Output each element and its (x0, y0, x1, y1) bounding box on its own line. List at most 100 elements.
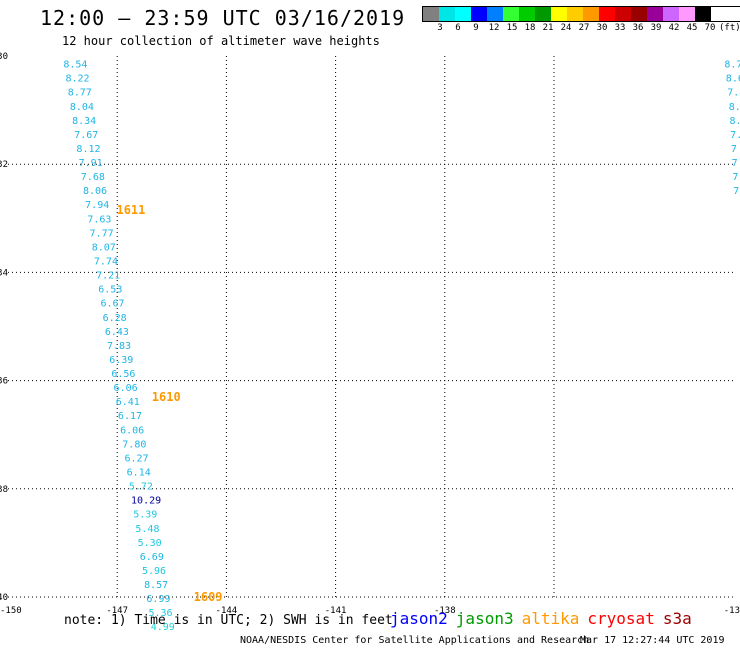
footnote: note: 1) Time is in UTC; 2) SWH is in fe… (64, 613, 393, 628)
legend-swatch (535, 7, 551, 21)
satellite-name: jason3 (455, 609, 514, 628)
swh-value: 8.6 (726, 74, 740, 85)
time-label: 1611 (116, 203, 145, 217)
legend-swatch (487, 7, 503, 21)
swh-value: 6.53 (98, 285, 122, 296)
swh-value: 8. (729, 116, 740, 127)
chart-subtitle: 12 hour collection of altimeter wave hei… (62, 34, 380, 48)
swh-value: 8.7 (724, 60, 740, 71)
swh-value: 7.94 (85, 200, 109, 211)
axis-labels: -30 -32 -34 -36 -38 -40 -150 -147 -144 -141 -138 -1… (0, 52, 740, 616)
chart-title: 12:00 – 23:59 UTC 03/16/2019 (40, 6, 406, 30)
satellite-legend: jason2 jason3 altika cryosat s3a (390, 609, 700, 628)
legend-label: 3 (437, 23, 443, 33)
swh-value: 7.67 (74, 130, 98, 141)
x-tick-label: -147 (106, 606, 128, 616)
legend-label: 39 (650, 23, 662, 33)
legend-label: 9 (473, 23, 479, 33)
swh-value: 6.28 (103, 313, 127, 324)
legend-swatch (551, 7, 567, 21)
y-tick-label: -32 (0, 160, 8, 170)
swh-value: 6.06 (120, 425, 144, 436)
swh-value: 6.99 (146, 594, 170, 605)
swh-value: 5.39 (133, 510, 157, 521)
swh-value: 5.30 (138, 538, 162, 549)
legend-label: 27 (578, 23, 590, 33)
legend-swatch (615, 7, 631, 21)
legend-labels: 3 6 9 12 15 18 21 24 27 30 33 36 39 42 45 70 (ft) (422, 22, 740, 36)
swh-value: 7 (731, 144, 737, 155)
satellite-name: altika (521, 609, 580, 628)
legend-label: 36 (632, 23, 644, 33)
x-tick-label: -150 (0, 606, 22, 616)
legend-swatches (422, 6, 740, 22)
legend-label: 6 (455, 23, 461, 33)
swh-value: 6.27 (124, 453, 148, 464)
swh-value: 7. (730, 130, 740, 141)
legend-swatch (423, 7, 439, 21)
satellite-name: cryosat (587, 609, 655, 628)
legend-swatch (567, 7, 583, 21)
satellite-name: jason2 (390, 609, 448, 628)
swh-value: 8.34 (72, 116, 96, 127)
legend-label: 15 (506, 23, 518, 33)
swh-value: 7.8 (727, 88, 740, 99)
swh-value: 8.04 (70, 102, 94, 113)
y-tick-label: -36 (0, 377, 8, 387)
swh-value: 7.77 (90, 228, 114, 239)
swh-value: 6.39 (109, 355, 133, 366)
swh-value: 6.06 (114, 383, 138, 394)
satellite-name: s3a (662, 609, 692, 628)
swh-value: 6.67 (100, 299, 124, 310)
legend-label: 70 (704, 23, 716, 33)
legend-swatch (583, 7, 599, 21)
x-tick-label: -141 (325, 606, 347, 616)
time-label: 1610 (152, 390, 181, 404)
legend-swatch (455, 7, 471, 21)
legend-label: 45 (686, 23, 698, 33)
swh-value: 5.96 (142, 566, 166, 577)
legend-label: 21 (542, 23, 554, 33)
legend-swatch (599, 7, 615, 21)
legend-swatch (631, 7, 647, 21)
swh-value: 6.14 (127, 467, 151, 478)
time-label: 1609 (194, 590, 223, 604)
legend-label: 24 (560, 23, 572, 33)
swh-points: 8.548.228.778.048.347.678.127.917.688.06… (63, 60, 740, 634)
legend-swatch (647, 7, 663, 21)
swh-value: 10.29 (131, 496, 161, 507)
swh-value: 8.54 (63, 60, 87, 71)
swh-value: 7.80 (122, 439, 146, 450)
generated-timestamp: Mar 17 12:27:44 UTC 2019 (580, 635, 725, 646)
legend-label: 30 (596, 23, 608, 33)
legend-label: 18 (524, 23, 536, 33)
swh-value: 7.83 (107, 341, 131, 352)
legend-label: 12 (488, 23, 500, 33)
swh-value: 7.21 (96, 271, 120, 282)
swh-value: 5.72 (129, 482, 153, 493)
legend-label: 33 (614, 23, 626, 33)
swh-value: 8.57 (144, 580, 168, 591)
legend-swatch (695, 7, 711, 21)
swh-value: 6.69 (140, 552, 164, 563)
legend-label: 42 (668, 23, 680, 33)
credit-line: NOAA/NESDIS Center for Satellite Applica… (240, 635, 590, 646)
swh-value: 8.06 (83, 186, 107, 197)
y-tick-label: -40 (0, 593, 8, 603)
swh-value: 8.12 (76, 144, 100, 155)
color-legend: 3 6 9 12 15 18 21 24 27 30 33 36 39 42 45 70 (ft) (422, 6, 740, 36)
y-tick-label: -34 (0, 268, 8, 278)
y-tick-label: -30 (0, 52, 8, 62)
legend-swatch (439, 7, 455, 21)
swh-value: 6.41 (116, 397, 140, 408)
time-labels: 1611 1610 1609 (116, 203, 222, 604)
legend-swatch (519, 7, 535, 21)
x-tick-label: -138 (434, 606, 456, 616)
legend-swatch (679, 7, 695, 21)
legend-label: (ft) (719, 23, 740, 33)
swh-value: 6.56 (111, 369, 135, 380)
swh-value: 7 (733, 186, 739, 197)
grid-lines (8, 56, 736, 598)
swh-value: 6.43 (105, 327, 129, 338)
